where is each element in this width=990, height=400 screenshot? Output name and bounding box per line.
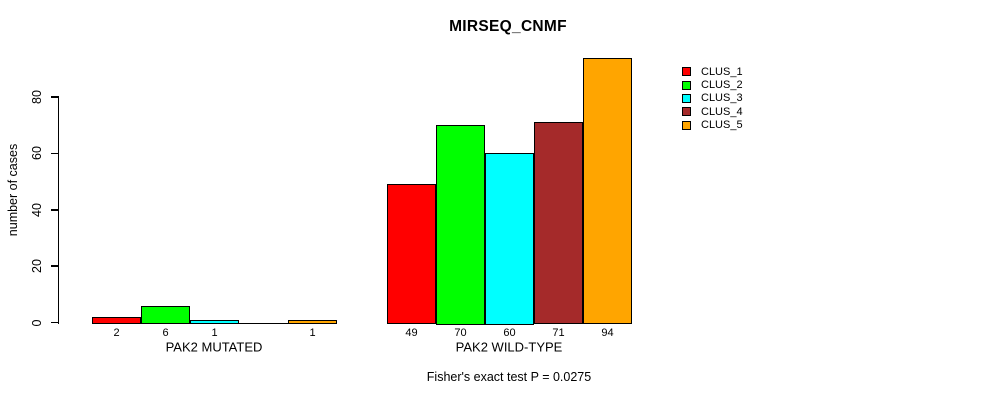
bar-value-label: 70 — [454, 327, 467, 339]
bar-clus_4-mutated — [239, 322, 288, 324]
bar-clus_3-mutated — [190, 319, 239, 325]
bar-clus_2-mutated — [141, 305, 190, 325]
bar-value-label: 2 — [113, 327, 120, 339]
y-axis-tick-label: 40 — [30, 202, 44, 217]
bar-value-label: 1 — [211, 327, 218, 339]
bar-value-label: 6 — [162, 327, 169, 339]
legend-label-clus_5: CLUS_5 — [701, 119, 743, 131]
y-axis-tick — [51, 209, 59, 211]
bar-value-label: 71 — [552, 327, 565, 339]
legend-swatch-clus_3 — [682, 93, 691, 103]
y-axis-tick-label: 20 — [30, 259, 44, 274]
bar-clus_5-mutated — [288, 319, 337, 325]
bar-value-label: 49 — [405, 327, 418, 339]
legend-label-clus_1: CLUS_1 — [701, 65, 743, 78]
chart-title: MIRSEQ_CNMF — [449, 18, 567, 35]
legend-swatch-clus_5 — [682, 120, 691, 130]
y-axis-tick — [51, 96, 59, 98]
bar-clus_3-wildtype — [485, 153, 534, 325]
bar-clus_5-wildtype — [583, 57, 632, 325]
legend-label-clus_3: CLUS_3 — [701, 92, 743, 105]
y-axis-tick-label: 80 — [30, 90, 44, 104]
legend-swatch-clus_1 — [682, 67, 691, 77]
legend-label-clus_2: CLUS_2 — [701, 79, 743, 92]
bar-clus_2-wildtype — [436, 125, 485, 325]
group-label-mutated: PAK2 MUTATED — [165, 339, 263, 355]
bar-clus_4-wildtype — [534, 122, 583, 325]
bar-value-label: 60 — [503, 327, 516, 339]
pvalue-annotation: Fisher's exact test P = 0.0275 — [426, 370, 592, 384]
bar-value-label: 1 — [309, 327, 316, 339]
legend-swatch-clus_2 — [682, 80, 691, 90]
bar-clus_1-wildtype — [387, 184, 436, 325]
bar-clus_1-mutated — [92, 316, 141, 325]
group-label-wildtype: PAK2 WILD-TYPE — [455, 339, 563, 355]
y-axis-label: number of cases — [6, 143, 20, 237]
y-axis-tick-label: 60 — [30, 146, 44, 161]
y-axis-tick — [51, 152, 59, 155]
y-axis-tick — [51, 321, 59, 324]
y-axis-tick-label: 0 — [30, 319, 44, 326]
legend-label-clus_4: CLUS_4 — [701, 105, 743, 118]
y-axis-tick — [51, 265, 59, 267]
bar-value-label: 94 — [601, 327, 614, 339]
legend-swatch-clus_4 — [682, 107, 691, 117]
